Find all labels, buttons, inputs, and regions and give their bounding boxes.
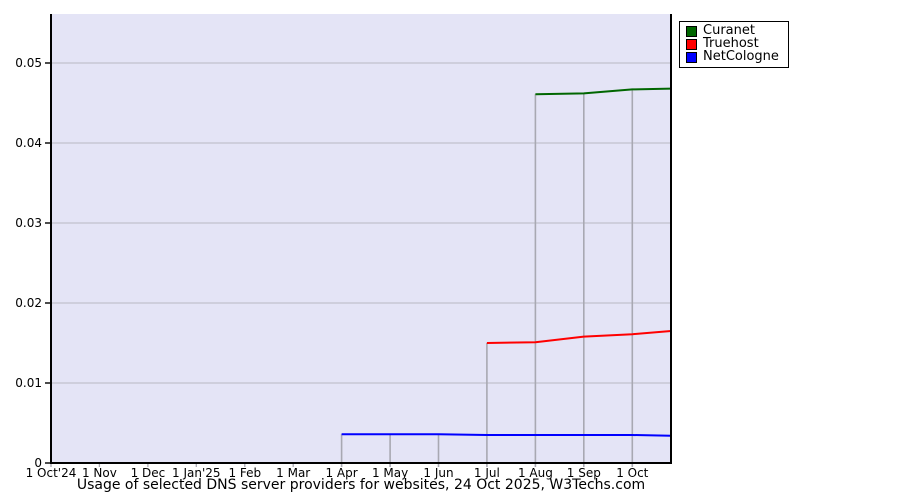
svg-text:0.04: 0.04 <box>15 136 42 150</box>
svg-text:1 Oct'24: 1 Oct'24 <box>26 466 77 480</box>
svg-text:1 Feb: 1 Feb <box>228 466 261 480</box>
svg-text:1 Jun: 1 Jun <box>423 466 453 480</box>
legend-item-netcologne: NetCologne <box>686 49 779 64</box>
svg-text:1 Oct: 1 Oct <box>616 466 648 480</box>
svg-text:0.03: 0.03 <box>15 216 42 230</box>
series-line-netcologne <box>341 433 672 437</box>
svg-text:1 Mar: 1 Mar <box>276 466 310 480</box>
y-axis-labels: 0 0.01 0.02 0.03 0.04 0.05 <box>15 56 42 470</box>
legend-swatch-icon <box>686 25 697 37</box>
series-line-curanet <box>535 87 672 96</box>
svg-text:0: 0 <box>34 456 42 470</box>
legend-label: NetCologne <box>703 49 779 64</box>
vertical-gridlines <box>50 89 634 467</box>
svg-text:1 Sep: 1 Sep <box>567 466 601 480</box>
legend-box: Curanet Truehost NetCologne <box>679 21 789 68</box>
svg-text:1 Aug: 1 Aug <box>518 466 553 480</box>
y-axis-ticks <box>45 62 51 464</box>
svg-text:1 Jan'25: 1 Jan'25 <box>172 466 221 480</box>
horizontal-gridlines <box>51 62 671 384</box>
plot-border <box>50 14 672 464</box>
svg-text:0.01: 0.01 <box>15 376 42 390</box>
legend-swatch-icon <box>686 51 697 63</box>
svg-text:1 May: 1 May <box>372 466 408 480</box>
legend-swatch-icon <box>686 38 697 50</box>
legend-item-curanet: Curanet <box>686 23 779 38</box>
svg-text:0.05: 0.05 <box>15 56 42 70</box>
plot-background <box>51 14 671 463</box>
svg-text:1 Dec: 1 Dec <box>131 466 166 480</box>
x-axis-labels: 1 Oct'24 1 Nov 1 Dec 1 Jan'25 1 Feb 1 Mar 1 Ap… <box>26 466 649 480</box>
svg-text:1 Apr: 1 Apr <box>325 466 357 480</box>
series-line-truehost <box>486 330 672 344</box>
legend-label: Truehost <box>703 36 759 51</box>
chart-title: Usage of selected DNS server providers f… <box>76 477 646 493</box>
svg-text:1 Nov: 1 Nov <box>82 466 117 480</box>
legend-item-truehost: Truehost <box>686 36 779 51</box>
svg-text:0.02: 0.02 <box>15 296 42 310</box>
svg-text:1 Jul: 1 Jul <box>474 466 500 480</box>
legend-label: Curanet <box>703 23 755 38</box>
